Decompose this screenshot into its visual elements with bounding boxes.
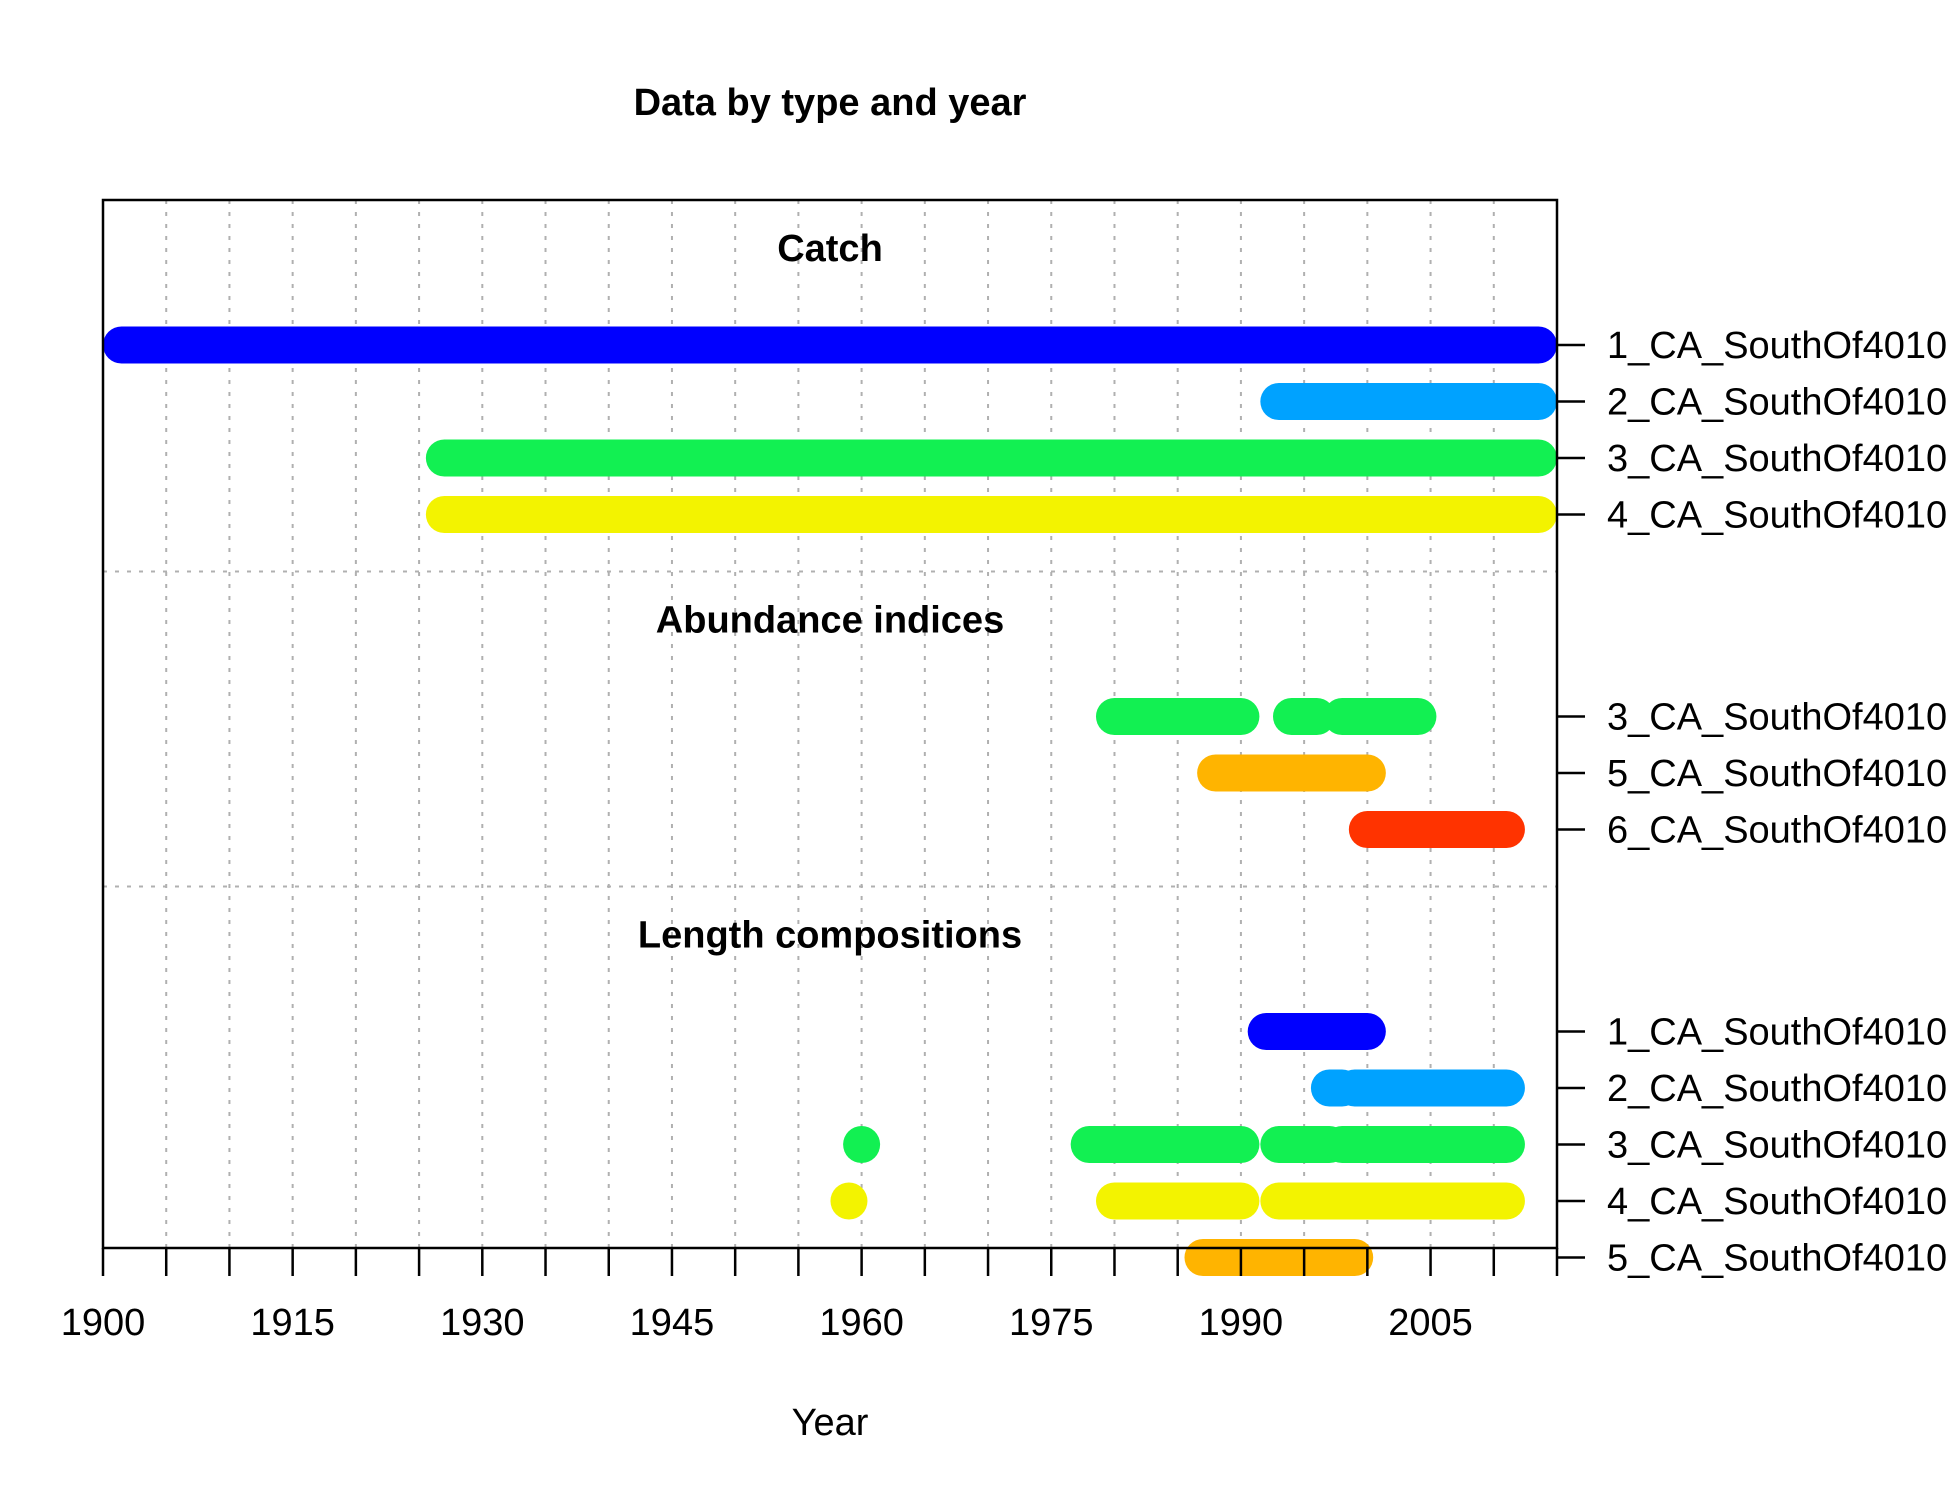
row-label: 1_CA_SouthOf4010 xyxy=(1607,1012,1947,1054)
chart-title: Data by type and year xyxy=(634,82,1027,124)
data-bar xyxy=(1197,754,1386,792)
data-bar xyxy=(1336,1069,1525,1107)
data-bar xyxy=(1184,1239,1374,1276)
row-label: 1_CA_SouthOf4010 xyxy=(1607,325,1947,367)
x-axis-label: Year xyxy=(792,1402,869,1444)
data-bar xyxy=(1323,698,1437,735)
row-label: 4_CA_SouthOf4010 xyxy=(1607,1181,1947,1223)
x-tick-label: 1930 xyxy=(440,1302,525,1344)
plot-frame xyxy=(101,198,1559,1250)
data-bar xyxy=(1260,1182,1525,1220)
data-bar xyxy=(1348,811,1525,848)
x-tick-label: 1990 xyxy=(1199,1302,1284,1344)
data-bar xyxy=(1095,1182,1260,1220)
bars-layer xyxy=(103,326,1557,1276)
section-title: Length compositions xyxy=(638,915,1022,957)
row-label: 5_CA_SouthOf4010 xyxy=(1607,753,1947,795)
x-tick-label: 1975 xyxy=(1009,1302,1094,1344)
data-bar xyxy=(1247,1013,1386,1050)
x-axis: 1900 1915 1930 1945 1960 1975 1990 2005 xyxy=(61,1248,1559,1344)
row-label: 5_CA_SouthOf4010 xyxy=(1607,1238,1947,1280)
data-bar xyxy=(425,496,1557,533)
data-bar xyxy=(103,326,1557,364)
x-tick-label: 1960 xyxy=(819,1302,904,1344)
data-bar xyxy=(1095,698,1260,735)
section-title: Catch xyxy=(777,228,883,270)
row-label: 4_CA_SouthOf4010 xyxy=(1607,495,1947,537)
data-bar xyxy=(1260,383,1557,420)
row-label: 3_CA_SouthOf4010 xyxy=(1607,438,1947,480)
x-tick-label: 1900 xyxy=(61,1302,146,1344)
row-label: 3_CA_SouthOf4010 xyxy=(1607,697,1947,739)
labels-layer: Catch 1_CA_SouthOf4010 2_CA_SouthOf4010 3_C… xyxy=(638,228,1947,1280)
x-tick-label: 1915 xyxy=(250,1302,335,1344)
data-bar xyxy=(830,1182,868,1220)
x-tick-label: 2005 xyxy=(1388,1302,1473,1344)
row-label: 2_CA_SouthOf4010 xyxy=(1607,1068,1947,1110)
data-bar xyxy=(1323,1126,1525,1163)
data-bar xyxy=(425,439,1557,477)
row-label: 3_CA_SouthOf4010 xyxy=(1607,1125,1947,1167)
grid-layer xyxy=(103,200,1557,1248)
data-bar xyxy=(843,1126,881,1163)
section-title: Abundance indices xyxy=(656,600,1004,642)
data-bar xyxy=(1272,698,1336,735)
data-bar xyxy=(1260,1126,1348,1163)
row-label: 2_CA_SouthOf4010 xyxy=(1607,382,1947,424)
row-label: 6_CA_SouthOf4010 xyxy=(1607,810,1947,852)
data-bar xyxy=(1070,1126,1260,1163)
x-tick-label: 1945 xyxy=(630,1302,715,1344)
